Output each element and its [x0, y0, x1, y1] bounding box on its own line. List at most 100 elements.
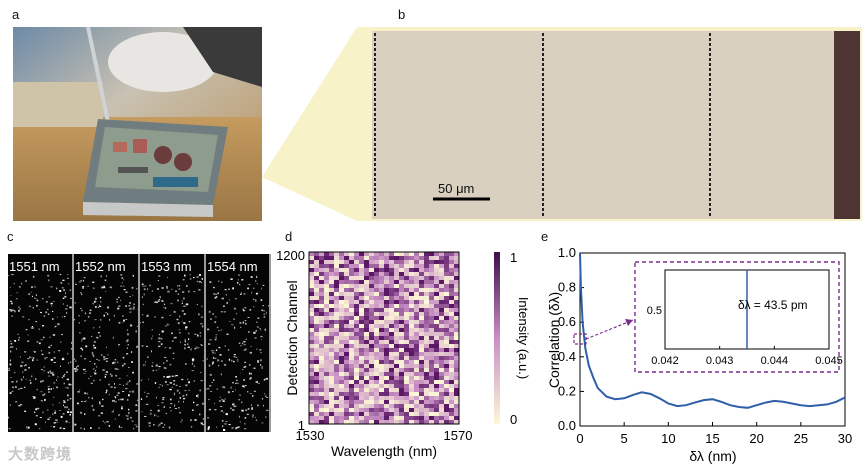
- speckle-dot: [149, 412, 152, 415]
- speckle-dot: [106, 346, 107, 348]
- speckle-dot: [69, 289, 72, 291]
- heatmap-cell: [419, 308, 425, 313]
- speckle-dot: [96, 337, 99, 339]
- speckle-dot: [231, 427, 234, 429]
- speckle-dot: [215, 349, 218, 352]
- heatmap-cell: [309, 400, 315, 405]
- heatmap-cell: [409, 260, 415, 265]
- speckle-dot: [48, 352, 51, 354]
- heatmap-cell: [419, 360, 425, 365]
- heatmap-cell: [439, 404, 445, 409]
- heatmap-cell: [369, 308, 375, 313]
- heatmap-cell: [394, 296, 400, 301]
- speckle-dot: [259, 328, 261, 330]
- speckle-dot: [120, 426, 123, 428]
- speckle-dot: [235, 376, 237, 378]
- heatmap-cell: [399, 420, 405, 425]
- heatmap-cell: [409, 332, 415, 337]
- speckle-dot: [229, 299, 230, 301]
- heatmap-cell: [364, 328, 370, 333]
- speckle-dot: [125, 387, 128, 390]
- speckle-dot: [52, 301, 55, 302]
- speckle-dot: [220, 410, 223, 412]
- speckle-dot: [245, 348, 247, 350]
- speckle-dot: [210, 391, 212, 392]
- speckle-dot: [249, 393, 252, 394]
- speckle-pattern: [8, 274, 72, 430]
- speckle-dot: [63, 289, 65, 292]
- heatmap-cell: [349, 416, 355, 421]
- speckle-dot: [69, 398, 72, 400]
- heatmap-cell: [364, 288, 370, 293]
- heatmap-cell: [339, 396, 345, 401]
- heatmap-cell: [429, 364, 435, 369]
- heatmap-cell: [324, 328, 330, 333]
- heatmap-cell: [439, 324, 445, 329]
- speckle-dot: [83, 358, 87, 360]
- speckle-image-1552: 1552 nm: [74, 254, 140, 432]
- speckle-dot: [207, 399, 210, 401]
- speckle-dot: [31, 357, 33, 358]
- heatmap-cell: [404, 280, 410, 285]
- speckle-dot: [189, 274, 191, 276]
- speckle-dot: [225, 413, 228, 416]
- speckle-dot: [10, 302, 13, 305]
- heatmap-cell: [439, 328, 445, 333]
- heatmap-cell: [364, 380, 370, 385]
- speckle-dot: [107, 354, 109, 356]
- speckle-dot: [70, 361, 72, 363]
- heatmap-cell: [424, 396, 430, 401]
- heatmap-cell: [429, 404, 435, 409]
- heatmap-cell: [339, 364, 345, 369]
- heatmap-cell: [424, 316, 430, 321]
- heatmap-cell: [444, 404, 450, 409]
- heatmap-cell: [309, 364, 315, 369]
- heatmap-cell: [394, 384, 400, 389]
- speckle-dot: [257, 382, 260, 384]
- speckle-dot: [118, 296, 120, 298]
- heatmap-cell: [329, 356, 335, 361]
- heatmap-cell: [404, 308, 410, 313]
- heatmap-cell: [314, 292, 320, 297]
- speckle-dot: [196, 395, 198, 397]
- heatmap-cell: [454, 344, 460, 349]
- speckle-dot: [84, 320, 87, 322]
- heatmap-cell: [379, 368, 385, 373]
- speckle-dot: [220, 373, 222, 376]
- heatmap-cell: [429, 272, 435, 277]
- heatmap-cell: [444, 392, 450, 397]
- speckle-dot: [220, 311, 223, 313]
- heatmap-cells: [309, 252, 460, 425]
- heatmap-cell: [374, 380, 380, 385]
- heatmap-cell: [389, 308, 395, 313]
- heatmap-cell: [319, 332, 325, 337]
- speckle-dot: [157, 409, 160, 412]
- speckle-dot: [25, 378, 27, 380]
- heatmap-cell: [399, 384, 405, 389]
- speckle-dot: [50, 302, 53, 305]
- heatmap-cell: [439, 368, 445, 373]
- speckle-dot: [53, 362, 56, 363]
- speckle-dot: [105, 358, 108, 359]
- heatmap-cell: [444, 396, 450, 401]
- speckle-dot: [212, 352, 214, 354]
- heatmap-cell: [424, 384, 430, 389]
- heatmap-cell: [409, 408, 415, 413]
- speckle-dot: [136, 287, 138, 290]
- heatmap-cell: [414, 412, 420, 417]
- heatmap-cell: [419, 380, 425, 385]
- heatmap-cell: [374, 352, 380, 357]
- speckle-dot: [199, 332, 202, 334]
- heatmap-cell: [329, 324, 335, 329]
- heatmap-cell: [409, 316, 415, 321]
- heatmap-cell: [424, 264, 430, 269]
- heatmap-cell: [449, 308, 455, 313]
- heatmap-cell: [444, 256, 450, 261]
- heatmap-cell: [354, 380, 360, 385]
- speckle-dot: [36, 299, 39, 302]
- heatmap-cell: [394, 308, 400, 313]
- heatmap-cell: [374, 252, 380, 257]
- heatmap-cell: [379, 392, 385, 397]
- speckle-dot: [25, 280, 27, 282]
- speckle-dot: [214, 338, 217, 341]
